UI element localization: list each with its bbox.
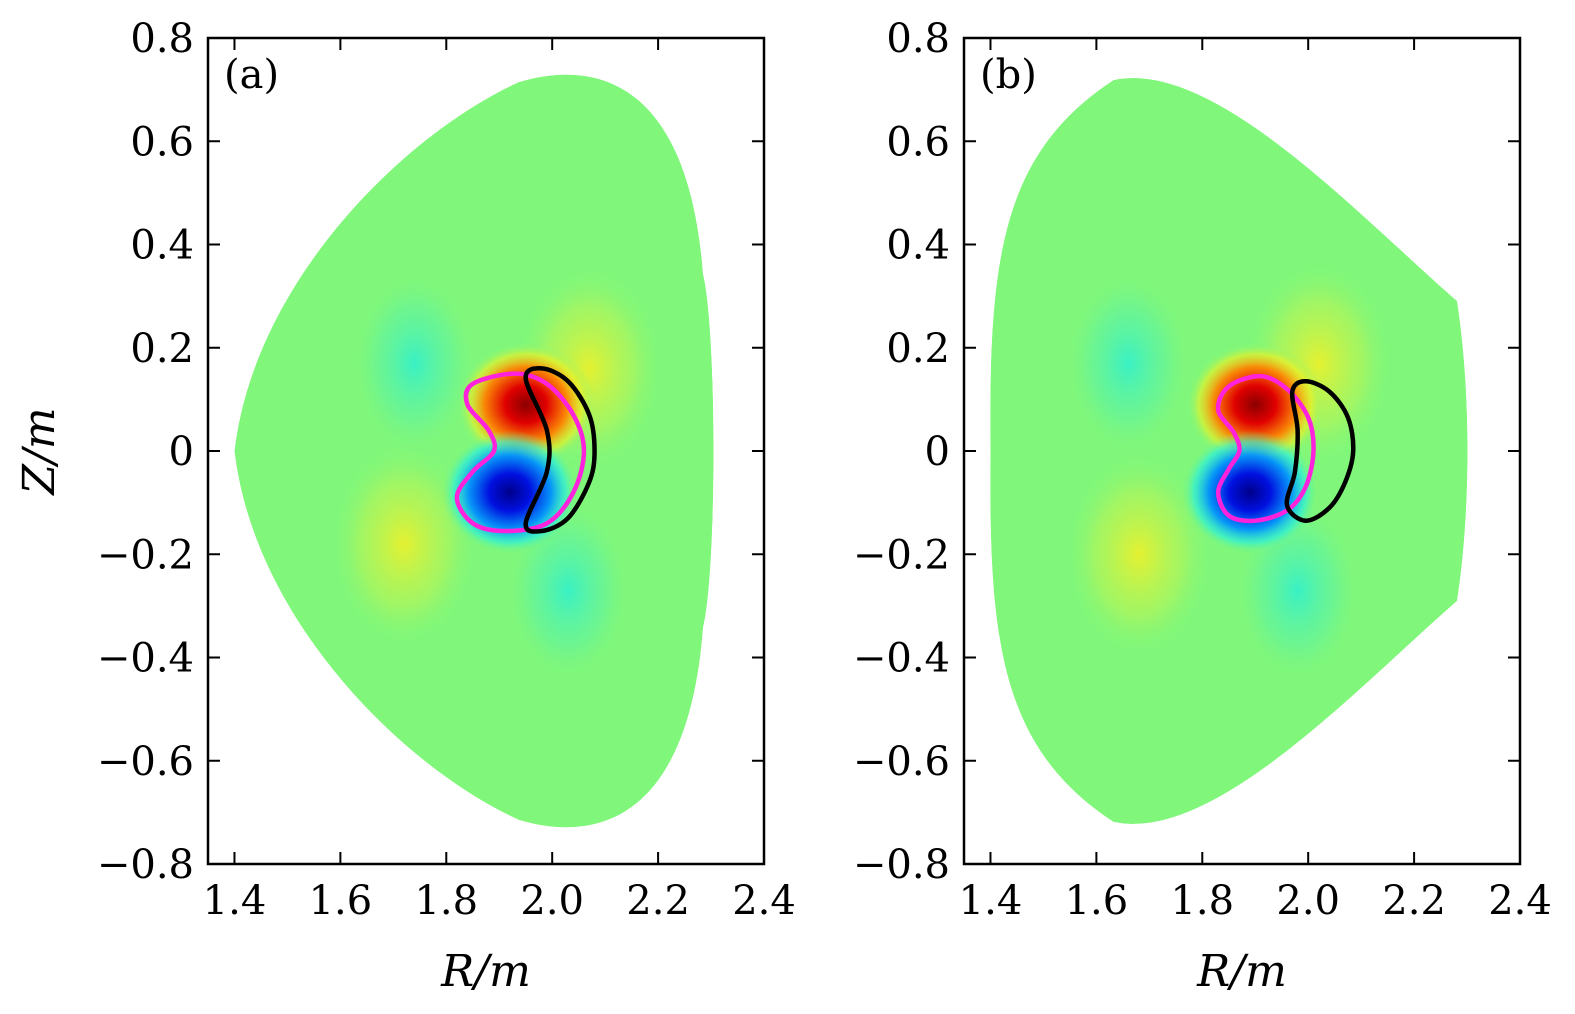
y-tick-label: 0.2 (886, 326, 950, 372)
y-tick-label: −0.8 (853, 842, 950, 888)
y-tick-label: 0 (169, 429, 194, 475)
field-map (990, 78, 1468, 824)
x-tick-label: 2.0 (520, 878, 584, 924)
y-tick-label: −0.2 (97, 532, 194, 578)
x-tick-label: 2.2 (1382, 878, 1446, 924)
panel-b: 1.4 1.6 1.8 2.0 2.2 2.4 0.8 0.6 0.4 0.2 0 −0.2 −0.4 −… (853, 16, 1552, 997)
magenta-contour (1215, 373, 1316, 524)
x-tick-label: 2.0 (1276, 878, 1340, 924)
x-tick-label: 1.8 (414, 878, 478, 924)
x-axis-label: R/m (440, 946, 531, 997)
y-tick-label: −0.8 (97, 842, 194, 888)
x-tick-label: 1.4 (203, 878, 267, 924)
panel-a: 1.4 1.6 1.8 2.0 2.2 2.4 0.8 0.6 0.4 0.2 0 −0.2 −0.4 −… (14, 16, 796, 997)
y-tick-label: 0.4 (886, 223, 950, 269)
y-tick-label: −0.4 (97, 636, 194, 682)
black-contour (1284, 379, 1356, 523)
y-tick-label: 0.8 (886, 16, 950, 62)
weak-positive-mark (329, 440, 479, 648)
y-tick-label: 0.6 (130, 119, 194, 165)
x-tick-label: 2.4 (1488, 878, 1552, 924)
y-tick-label: −0.6 (97, 739, 194, 785)
y-tick-label: −0.2 (853, 532, 950, 578)
x-tick-label: 1.6 (1065, 878, 1129, 924)
panel-label: (b) (980, 52, 1037, 98)
x-tick-label: 1.8 (1170, 878, 1234, 924)
y-tick-label: 0.8 (130, 16, 194, 62)
weak-negative-mark (1064, 270, 1192, 457)
y-axis-label: Z/m (14, 407, 65, 496)
panel-label: (a) (224, 52, 279, 98)
y-tick-label: 0.4 (130, 223, 194, 269)
negative-lobe-mark (1181, 430, 1319, 555)
x-tick-label: 2.4 (732, 878, 796, 924)
black-contour (523, 366, 597, 534)
magenta-contour (454, 371, 587, 534)
y-tick-label: 0 (925, 429, 950, 475)
field-map (234, 74, 714, 828)
x-tick-label: 1.6 (309, 878, 373, 924)
weak-positive-mark (1064, 451, 1213, 658)
y-tick-label: 0.6 (886, 119, 950, 165)
x-tick-label: 2.2 (626, 878, 690, 924)
weak-negative-mark (350, 270, 479, 457)
x-tick-label: 1.4 (959, 878, 1023, 924)
x-axis-label: R/m (1196, 946, 1287, 997)
positive-lobe-mark (1186, 342, 1325, 467)
y-tick-label: −0.6 (853, 739, 950, 785)
y-tick-label: 0.2 (130, 326, 194, 372)
negative-lobe-mark (440, 430, 579, 555)
y-tick-label: −0.4 (853, 636, 950, 682)
